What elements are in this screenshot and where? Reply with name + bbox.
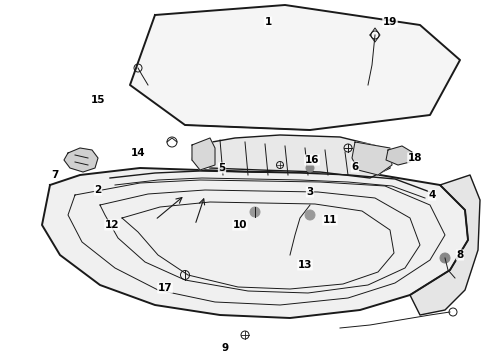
Polygon shape bbox=[352, 142, 392, 175]
Circle shape bbox=[250, 207, 260, 217]
Text: 7: 7 bbox=[51, 170, 59, 180]
Polygon shape bbox=[386, 146, 412, 165]
Text: 17: 17 bbox=[158, 283, 172, 293]
Text: 18: 18 bbox=[408, 153, 422, 163]
Text: 13: 13 bbox=[298, 260, 312, 270]
Text: 1: 1 bbox=[265, 17, 271, 27]
Polygon shape bbox=[192, 138, 215, 170]
Polygon shape bbox=[64, 148, 98, 172]
Polygon shape bbox=[192, 135, 390, 178]
Text: 5: 5 bbox=[219, 163, 225, 173]
Text: 19: 19 bbox=[383, 17, 397, 27]
Text: 2: 2 bbox=[95, 185, 101, 195]
Text: 14: 14 bbox=[131, 148, 146, 158]
Text: 3: 3 bbox=[306, 187, 314, 197]
Text: 8: 8 bbox=[456, 250, 464, 260]
Text: 9: 9 bbox=[221, 343, 228, 353]
Polygon shape bbox=[42, 168, 468, 318]
Circle shape bbox=[305, 210, 315, 220]
Circle shape bbox=[306, 164, 314, 172]
Text: 16: 16 bbox=[305, 155, 319, 165]
Text: 4: 4 bbox=[428, 190, 436, 200]
Text: 11: 11 bbox=[323, 215, 337, 225]
Polygon shape bbox=[410, 175, 480, 315]
Text: 12: 12 bbox=[105, 220, 119, 230]
Text: 6: 6 bbox=[351, 162, 359, 172]
Text: 10: 10 bbox=[233, 220, 247, 230]
Circle shape bbox=[440, 253, 450, 263]
Polygon shape bbox=[130, 5, 460, 130]
Text: 15: 15 bbox=[91, 95, 105, 105]
